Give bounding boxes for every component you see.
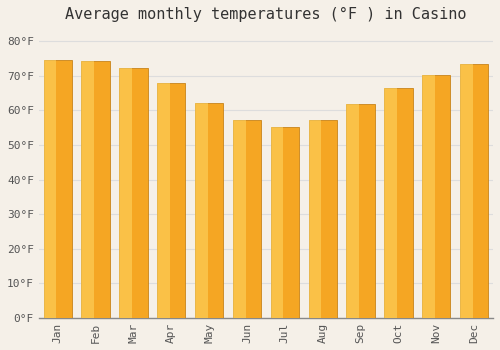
Bar xyxy=(460,64,488,318)
Bar xyxy=(384,88,412,318)
Bar xyxy=(422,75,435,318)
Bar xyxy=(270,127,283,318)
Bar xyxy=(346,104,375,318)
Bar xyxy=(44,60,72,318)
Bar xyxy=(195,103,207,318)
Bar xyxy=(119,68,148,318)
Bar xyxy=(384,88,397,318)
Bar xyxy=(233,120,245,318)
Bar xyxy=(422,75,450,318)
Title: Average monthly temperatures (°F ) in Casino: Average monthly temperatures (°F ) in Ca… xyxy=(65,7,466,22)
Bar xyxy=(308,120,337,318)
Bar xyxy=(195,103,224,318)
Bar xyxy=(157,83,170,318)
Bar xyxy=(82,61,94,318)
Bar xyxy=(44,60,57,318)
Bar xyxy=(270,127,299,318)
Bar xyxy=(119,68,132,318)
Bar xyxy=(346,104,359,318)
Bar xyxy=(82,61,110,318)
Bar xyxy=(157,83,186,318)
Bar xyxy=(460,64,472,318)
Bar xyxy=(233,120,261,318)
Bar xyxy=(308,120,322,318)
